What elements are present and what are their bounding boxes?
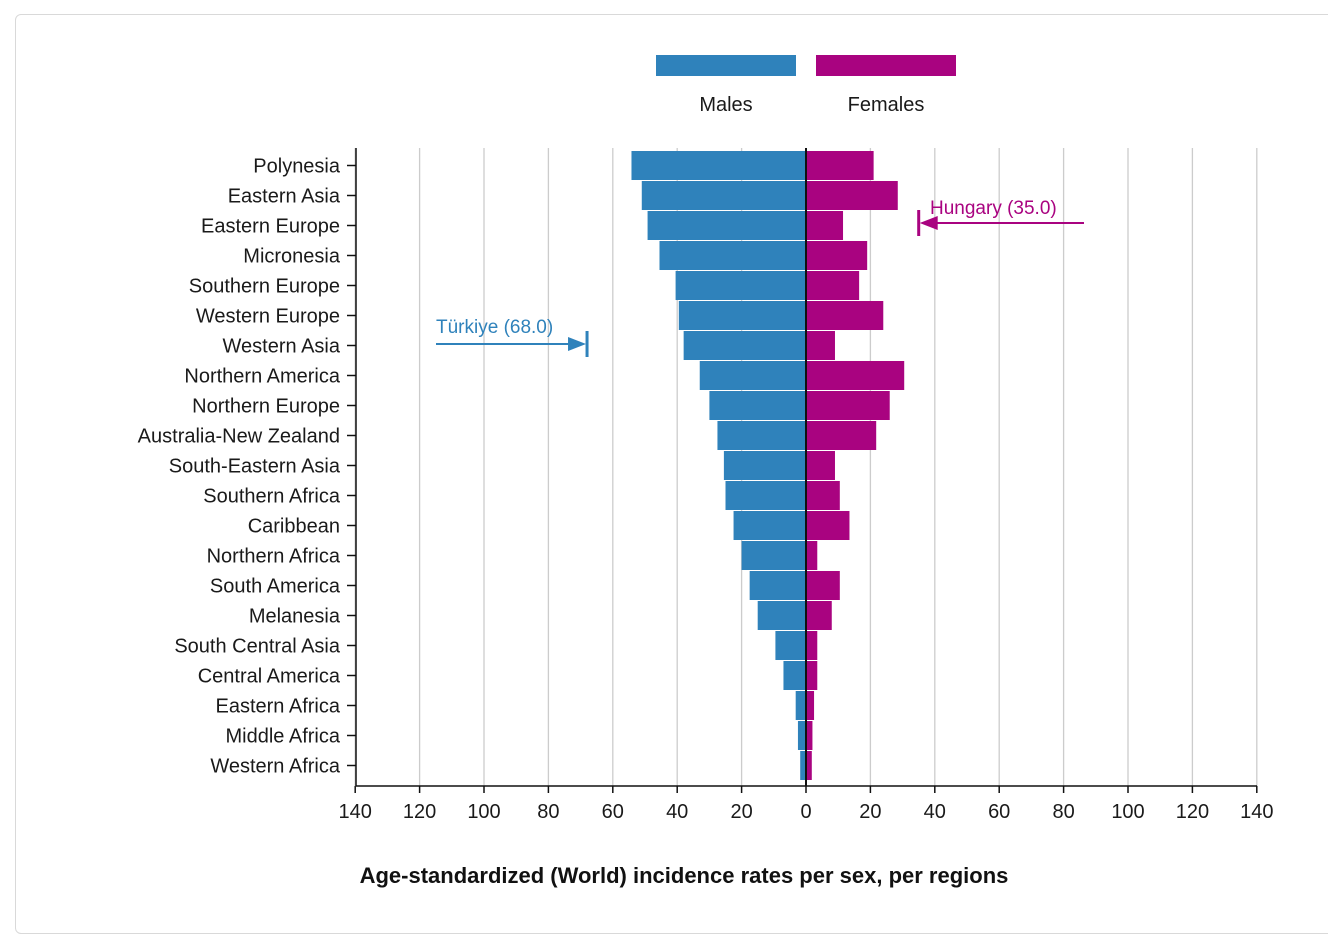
y-category-label: Southern Europe <box>189 276 340 298</box>
bar-males <box>726 481 807 510</box>
bar-males <box>758 601 806 630</box>
bar-females <box>806 181 898 210</box>
y-labels: Polynesia Eastern Asia Eastern Europe Micro… <box>138 156 341 778</box>
y-category-label: Caribbean <box>248 516 340 538</box>
bar-males <box>724 451 806 480</box>
x-tick-label: 60 <box>602 801 624 823</box>
bar-males <box>700 361 806 390</box>
bar-males <box>679 301 806 330</box>
legend-label-females: Females <box>848 94 925 116</box>
y-category-label: South America <box>210 576 341 598</box>
y-category-label: Polynesia <box>253 156 341 178</box>
y-category-label: Southern Africa <box>203 486 341 508</box>
annotation-turkiye-arrowhead <box>568 337 586 351</box>
bar-females <box>806 451 835 480</box>
bar-females <box>806 511 849 540</box>
y-category-label: Micronesia <box>243 246 341 268</box>
bar-females <box>806 541 817 570</box>
x-tick-label: 120 <box>1176 801 1209 823</box>
bar-males <box>783 661 806 690</box>
y-category-label: Melanesia <box>249 606 341 628</box>
bar-females <box>806 631 817 660</box>
x-tick-label: 120 <box>403 801 436 823</box>
annotation-turkiye-label: Türkiye (68.0) <box>436 317 553 338</box>
bar-females <box>806 331 835 360</box>
bar-males <box>684 331 806 360</box>
x-tick-label: 40 <box>924 801 946 823</box>
y-category-label: Northern Africa <box>207 546 341 568</box>
y-category-label: Eastern Africa <box>215 696 340 718</box>
bar-females <box>806 601 832 630</box>
y-category-label: South-Eastern Asia <box>169 456 341 478</box>
bar-males <box>631 151 806 180</box>
bar-males <box>796 691 806 720</box>
y-category-label: Northern America <box>184 366 340 388</box>
bar-females <box>806 301 883 330</box>
bar-females <box>806 271 859 300</box>
x-tick-label: 80 <box>1052 801 1074 823</box>
x-tick-label: 80 <box>537 801 559 823</box>
annotation-hungary-label: Hungary (35.0) <box>930 198 1057 219</box>
bar-males <box>659 241 806 270</box>
y-category-label: Western Africa <box>210 756 341 778</box>
x-tick-label: 140 <box>339 801 372 823</box>
bar-females <box>806 211 843 240</box>
y-category-label: South Central Asia <box>174 636 341 658</box>
bar-males <box>717 421 806 450</box>
bar-females <box>806 421 876 450</box>
bar-males <box>734 511 806 540</box>
x-tick-label: 100 <box>467 801 500 823</box>
bar-females <box>806 361 904 390</box>
x-tick-label: 100 <box>1111 801 1144 823</box>
bar-males <box>775 631 806 660</box>
bar-females <box>806 661 817 690</box>
bar-males <box>709 391 806 420</box>
legend-swatch-females <box>816 55 956 76</box>
y-category-label: Western Europe <box>196 306 340 328</box>
y-category-label: Eastern Europe <box>201 216 340 238</box>
legend-swatch-males <box>656 55 796 76</box>
y-category-label: Eastern Asia <box>228 186 341 208</box>
bar-males <box>750 571 806 600</box>
x-tick-label: 60 <box>988 801 1010 823</box>
bar-males <box>642 181 806 210</box>
annotation-hungary-arrowhead <box>920 216 938 230</box>
bar-females <box>806 241 867 270</box>
bar-males <box>798 721 806 750</box>
bar-females <box>806 571 840 600</box>
y-category-label: Australia-New Zealand <box>138 426 340 448</box>
y-category-label: Middle Africa <box>226 726 341 748</box>
y-category-label: Northern Europe <box>192 396 340 418</box>
legend-label-males: Males <box>699 94 752 116</box>
y-category-label: Central America <box>198 666 341 688</box>
bar-females <box>806 391 890 420</box>
x-tick-label: 40 <box>666 801 688 823</box>
bar-males <box>648 211 806 240</box>
chart-svg: Polynesia Eastern Asia Eastern Europe Micro… <box>0 0 1328 901</box>
bar-males <box>742 541 806 570</box>
bar-females <box>806 481 840 510</box>
bar-males <box>676 271 806 300</box>
x-tick-label: 20 <box>730 801 752 823</box>
x-tick-labels: 140 120 100 80 60 40 20 0 20 40 60 80 100 120 140 <box>339 801 1274 823</box>
bars-layer <box>631 151 904 780</box>
bar-females <box>806 151 874 180</box>
x-tick-label: 0 <box>800 801 811 823</box>
x-tick-label: 20 <box>859 801 881 823</box>
bar-females <box>806 691 814 720</box>
chart-title: Age-standardized (World) incidence rates… <box>360 863 1009 888</box>
y-category-label: Western Asia <box>223 336 341 358</box>
x-tick-label: 140 <box>1240 801 1273 823</box>
